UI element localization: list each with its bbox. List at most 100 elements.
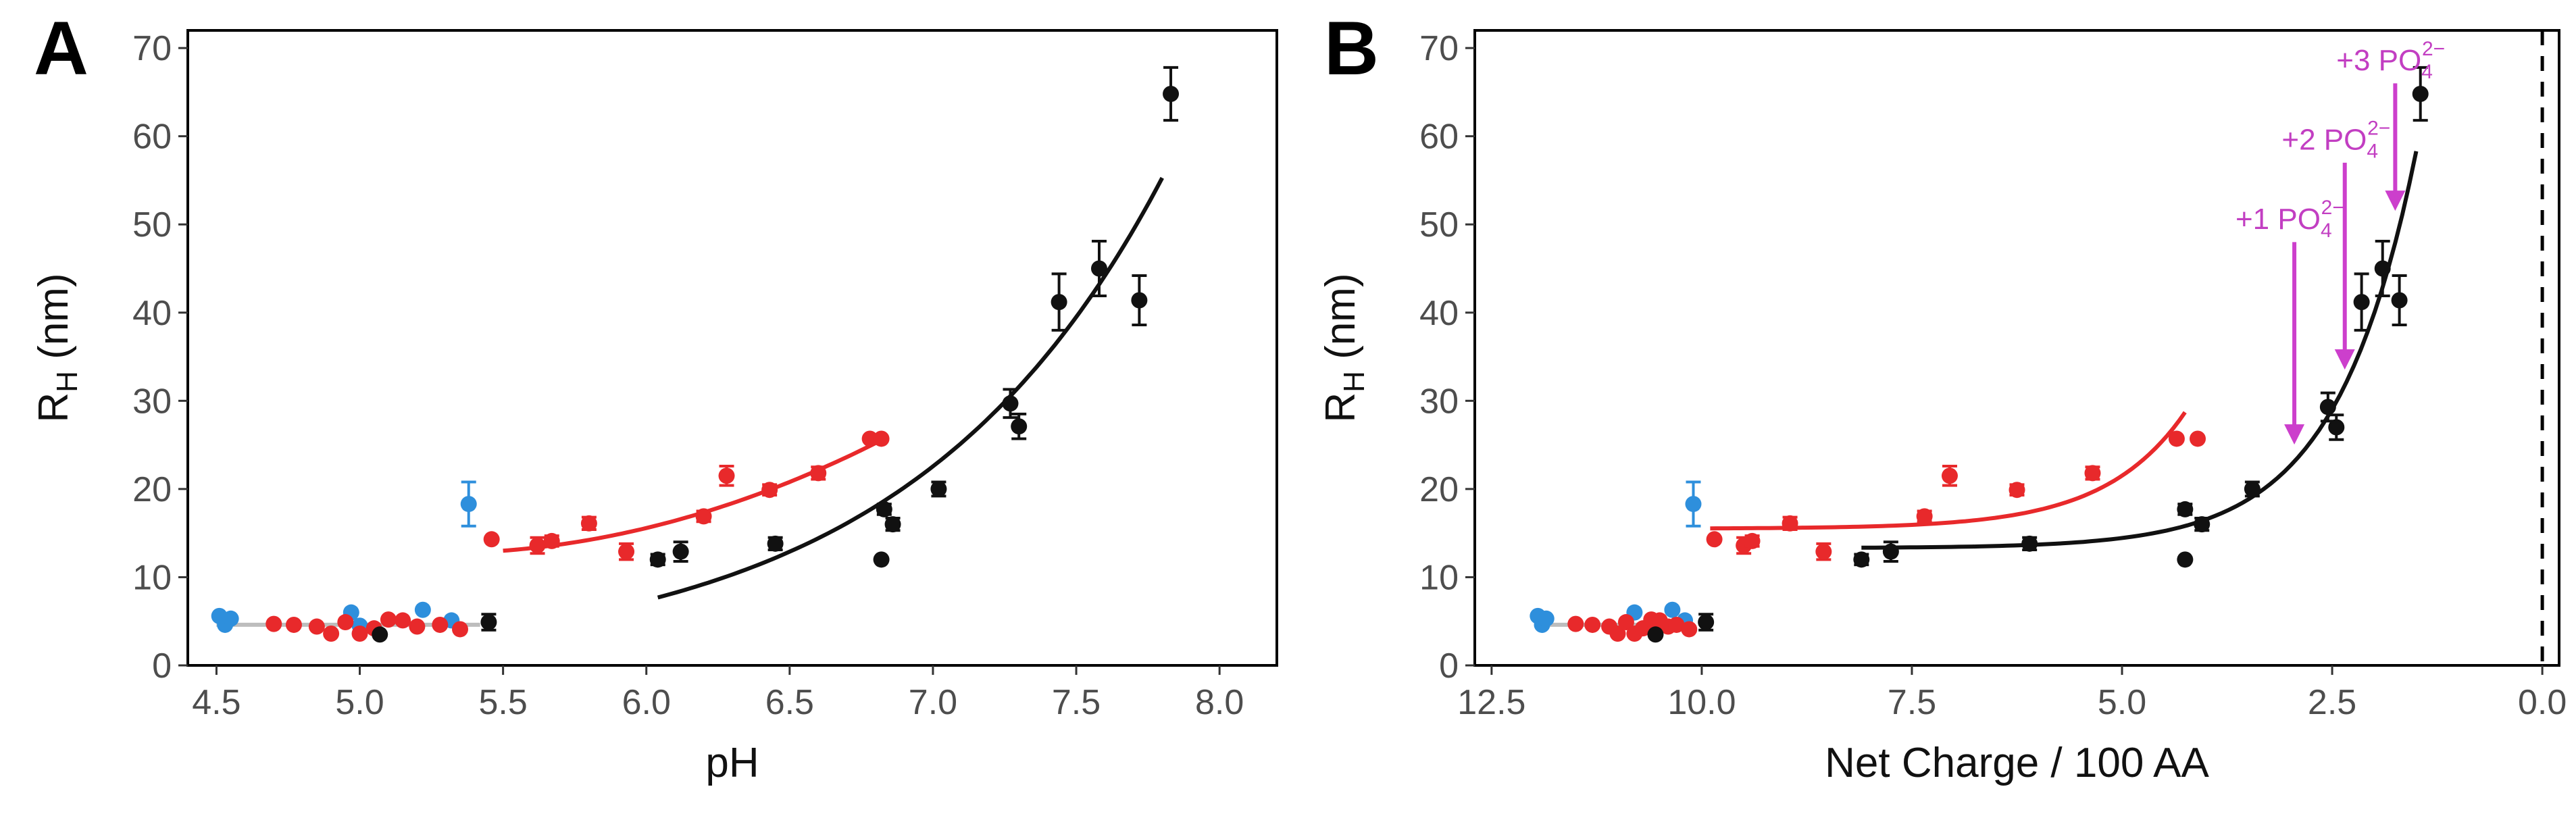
x-tick-label: 8.0 [1195, 683, 1244, 722]
red-data-point [810, 465, 827, 482]
phosphate-label-text: +1 PO [2236, 203, 2321, 236]
black-data-point [2319, 399, 2336, 415]
phosphate-label-sub: 4 [2367, 140, 2378, 162]
red-data-point [1815, 543, 1832, 560]
y-axis-title-sub: H [1338, 371, 1371, 392]
blue-data-point [460, 496, 477, 513]
red-data-point [409, 618, 426, 635]
black-data-point [1002, 395, 1019, 412]
black-data-point [372, 626, 388, 643]
red-data-point [432, 616, 449, 633]
red-data-point [861, 430, 878, 447]
y-tick-label: 60 [132, 118, 172, 157]
red-data-point [1681, 621, 1698, 638]
red-data-point [308, 618, 325, 635]
black-data-point [2353, 294, 2370, 311]
red-data-point [1668, 616, 1685, 633]
red-data-point [695, 508, 712, 525]
red-data-point [529, 537, 546, 554]
red-data-point [618, 543, 635, 560]
x-tick-label: 7.5 [1888, 683, 1936, 722]
x-tick-label: 5.0 [335, 683, 384, 722]
y-tick-label: 70 [1419, 29, 1459, 68]
phosphate-label: +2 PO42− [2281, 117, 2390, 162]
black-data-point [884, 516, 901, 533]
red-data-point [580, 515, 597, 532]
black-data-point [2194, 516, 2211, 533]
red-data-point [2168, 430, 2185, 447]
y-tick-label: 50 [132, 205, 172, 245]
red-data-point [2084, 465, 2101, 482]
y-tick-label: 60 [1419, 118, 1459, 157]
black-data-point [930, 480, 947, 497]
x-tick-label: 10.0 [1667, 683, 1736, 722]
panel-letter: B [1324, 6, 1379, 91]
red-data-point [1916, 508, 1933, 525]
black-data-point [873, 551, 890, 568]
y-tick-label: 10 [1419, 558, 1459, 597]
black-data-point [1882, 543, 1899, 560]
black-data-point [2177, 551, 2194, 568]
black-data-point [2374, 260, 2391, 277]
y-axis-title: RH (nm) [30, 273, 84, 422]
black-data-point [1698, 614, 1715, 631]
black-data-point [767, 535, 784, 552]
x-tick-label: 4.5 [192, 683, 241, 722]
black-data-point [1090, 260, 1107, 277]
blue-data-point [1685, 496, 1702, 513]
black-data-point [2021, 535, 2038, 552]
red-data-point [351, 626, 368, 642]
red-data-point [2009, 482, 2025, 499]
red-data-point [266, 615, 282, 632]
blue-data-point [414, 601, 431, 618]
x-axis-title: pH [705, 740, 759, 786]
blue-data-point [1538, 610, 1555, 627]
red-data-point [1941, 467, 1958, 484]
blue-data-point [222, 610, 239, 627]
panel-letter: A [34, 6, 89, 91]
y-tick-label: 40 [1419, 294, 1459, 333]
y-tick-label: 50 [1419, 205, 1459, 245]
black-data-point [1131, 292, 1148, 309]
y-tick-label: 30 [132, 382, 172, 421]
red-data-point [1609, 626, 1626, 642]
black-data-point [480, 614, 497, 631]
x-tick-label: 7.5 [1052, 683, 1101, 722]
red-data-point [1584, 616, 1601, 633]
y-axis-title-main: R [1317, 392, 1364, 423]
phosphate-label-sub: 4 [2321, 220, 2332, 242]
y-tick-label: 20 [132, 470, 172, 509]
red-data-point [323, 626, 340, 642]
y-axis-title-sub: H [51, 371, 84, 392]
red-data-point [1706, 531, 1723, 548]
black-data-point [672, 543, 689, 560]
plot-frame [1473, 29, 2560, 667]
phosphate-label: +3 PO42− [2336, 38, 2445, 83]
black-data-point [876, 501, 892, 517]
red-data-point [380, 611, 397, 628]
red-data-point [1617, 614, 1634, 631]
phosphate-label-text: +3 PO [2336, 44, 2421, 77]
red-data-point [337, 614, 354, 631]
black-data-point [2391, 292, 2408, 309]
y-tick-label: 20 [1419, 470, 1459, 509]
black-data-point [2244, 480, 2261, 497]
y-tick-label: 40 [132, 294, 172, 333]
y-axis-title: RH (nm) [1317, 273, 1371, 422]
black-data-point [649, 551, 666, 568]
red-data-point [483, 531, 500, 548]
phosphate-label-sup: 2− [2367, 117, 2390, 139]
red-data-point [452, 621, 468, 638]
x-tick-label: 6.5 [765, 683, 814, 722]
red-data-point [718, 467, 735, 484]
phosphate-label-sup: 2− [2422, 38, 2445, 60]
blue-data-point [1664, 601, 1681, 618]
black-data-point [1011, 418, 1028, 435]
y-axis-title-rest: (nm) [30, 273, 77, 371]
x-tick-label: 12.5 [1457, 683, 1525, 722]
x-tick-label: 5.0 [2098, 683, 2146, 722]
x-tick-label: 5.5 [478, 683, 527, 722]
red-data-point [1782, 515, 1798, 532]
black-data-point [1853, 551, 1870, 568]
